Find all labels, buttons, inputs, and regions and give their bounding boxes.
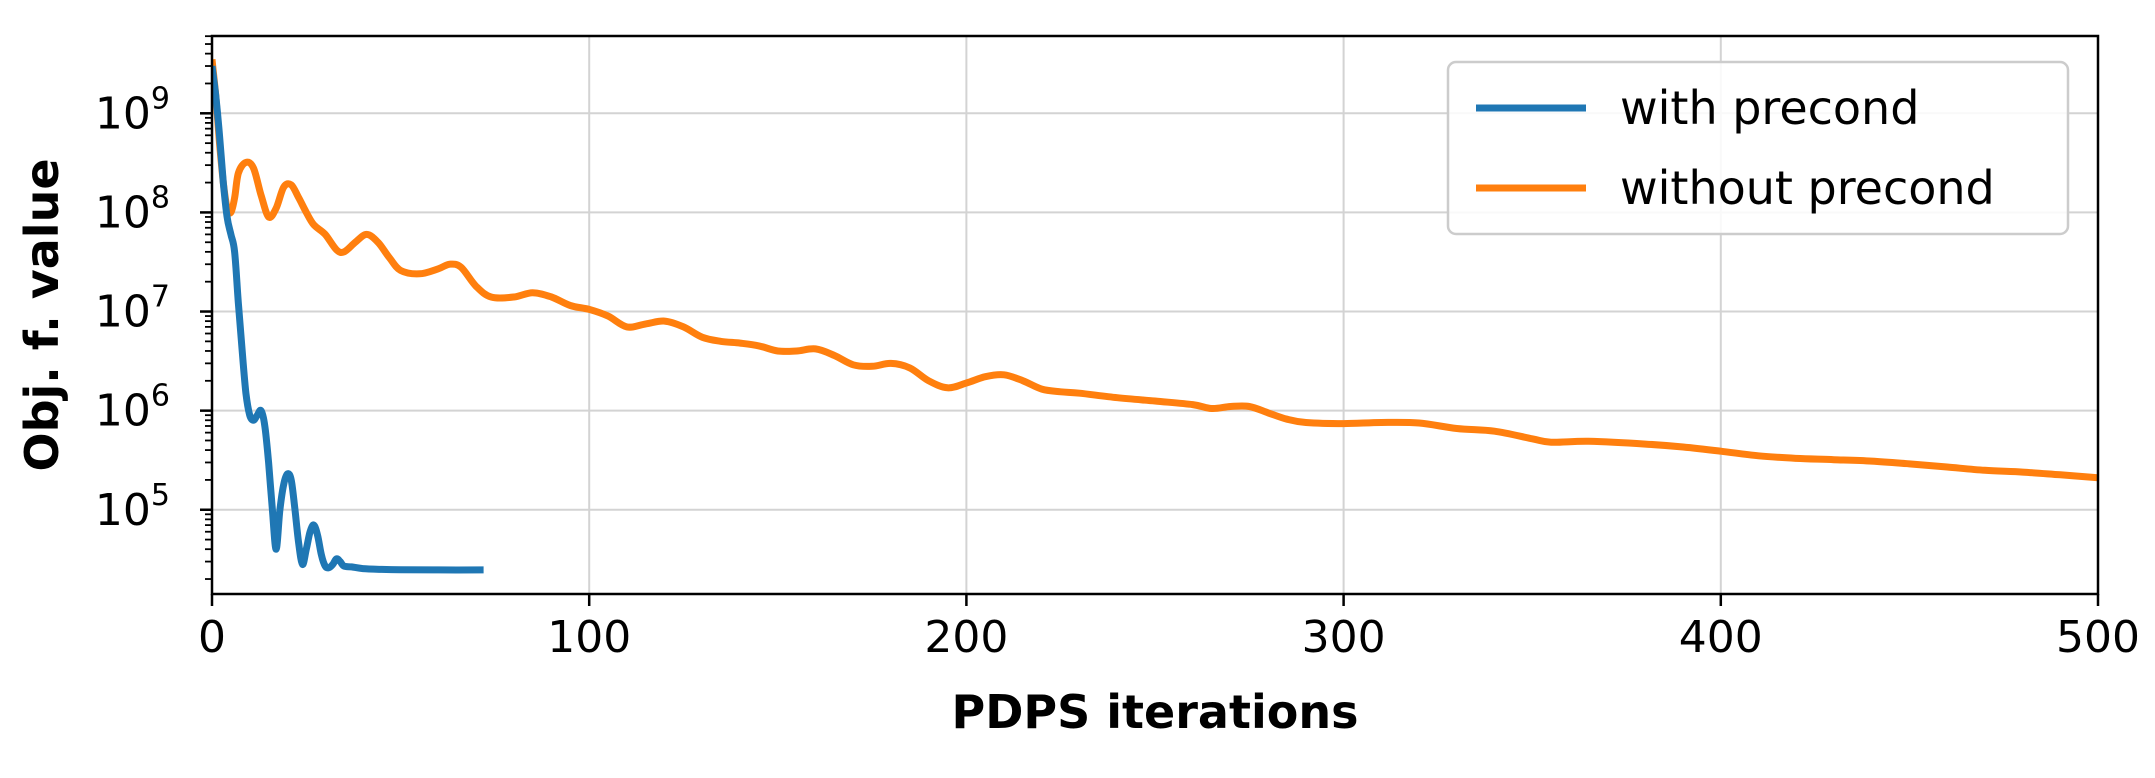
x-tick-label: 0 — [198, 612, 226, 663]
legend-label: without precond — [1620, 161, 1995, 215]
y-tick-label: 109 — [95, 81, 170, 139]
legend-label: with precond — [1620, 81, 1919, 135]
axis-ticks: 0 100 200 300 400 500 105 106 107 108 109 — [95, 35, 2140, 663]
x-tick-label: 400 — [1679, 612, 1763, 663]
series-line-with-precond — [212, 65, 484, 574]
y-tick-label: 108 — [95, 180, 170, 238]
y-tick-label: 106 — [95, 379, 170, 437]
x-tick-label: 200 — [924, 612, 1008, 663]
y-tick-label: 105 — [95, 478, 170, 536]
y-axis-label: Obj. f. value — [15, 158, 69, 471]
x-axis-label: PDPS iterations — [952, 685, 1359, 739]
x-tick-label: 500 — [2056, 612, 2140, 663]
series-line-without-precond — [212, 59, 2098, 482]
y-tick-label: 107 — [95, 280, 170, 338]
legend: with precond without precond — [1446, 60, 2070, 236]
legend-box — [1446, 60, 2070, 236]
x-tick-label: 100 — [547, 612, 631, 663]
series-lines — [212, 59, 2098, 574]
x-tick-label: 300 — [1302, 612, 1386, 663]
plot-frame — [210, 34, 2100, 596]
